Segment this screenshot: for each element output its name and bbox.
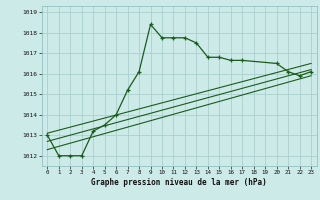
X-axis label: Graphe pression niveau de la mer (hPa): Graphe pression niveau de la mer (hPa): [91, 178, 267, 187]
